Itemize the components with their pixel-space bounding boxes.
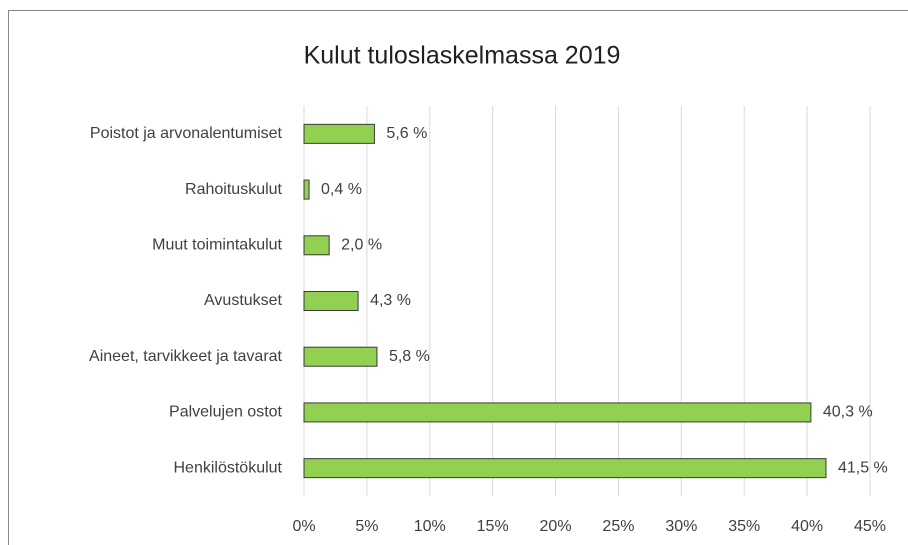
x-tick-label: 25%: [602, 518, 634, 535]
x-tick-label: 40%: [791, 518, 823, 535]
bar: [303, 123, 375, 144]
chart-title: Kulut tuloslaskelmassa 2019: [304, 42, 621, 70]
x-tick-label: 35%: [728, 518, 760, 535]
bar: [303, 346, 378, 367]
bar: [303, 235, 330, 256]
bar: [303, 179, 310, 200]
x-tick-label: 5%: [355, 518, 378, 535]
bar: [303, 402, 812, 423]
y-tick-label: Rahoituskulut: [185, 181, 283, 198]
y-tick-label: Palvelujen ostot: [169, 404, 283, 421]
data-label: 5,8 %: [389, 348, 430, 365]
chart-frame: [8, 10, 908, 545]
bar: [303, 291, 359, 311]
x-tick-label: 15%: [477, 518, 509, 535]
data-label: 4,3 %: [370, 292, 411, 309]
y-tick-label: Poistot ja arvonalentumiset: [90, 125, 283, 142]
y-tick-label: Muut toimintakulut: [152, 237, 282, 254]
x-tick-label: 45%: [854, 518, 886, 535]
y-tick-label: Henkilöstökulut: [174, 459, 283, 476]
data-label: 2,0 %: [341, 237, 382, 254]
x-tick-label: 20%: [540, 518, 572, 535]
data-label: 0,4 %: [321, 181, 362, 198]
y-tick-label: Aineet, tarvikkeet ja tavarat: [89, 348, 283, 365]
data-label: 5,6 %: [386, 125, 427, 142]
x-tick-label: 0%: [292, 518, 315, 535]
data-label: 40,3 %: [823, 404, 873, 421]
bar: [303, 458, 827, 479]
y-tick-label: Avustukset: [204, 292, 283, 309]
x-tick-label: 30%: [665, 518, 697, 535]
x-tick-label: 10%: [414, 518, 446, 535]
data-label: 41,5 %: [838, 459, 888, 476]
